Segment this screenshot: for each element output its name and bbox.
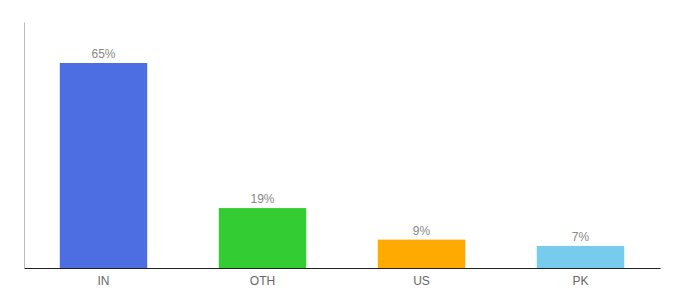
data-label: 9% <box>413 224 431 238</box>
x-axis: IN OTH US PK <box>25 268 661 288</box>
data-label: 7% <box>572 230 590 244</box>
x-tick: PK <box>572 268 588 288</box>
x-tick-label: US <box>413 274 430 288</box>
y-axis-line <box>24 23 25 269</box>
bar <box>60 63 147 268</box>
x-tick: IN <box>98 268 110 288</box>
chart: IN OTH US PK 65% 19% 9% 7% <box>0 0 680 300</box>
x-tick-label: PK <box>572 274 588 288</box>
x-tick-label: IN <box>98 274 110 288</box>
x-tick-label: OTH <box>250 274 275 288</box>
y-axis <box>24 23 25 269</box>
x-tick: OTH <box>250 268 275 288</box>
data-labels: 65% 19% 9% 7% <box>91 47 589 244</box>
bar <box>219 208 306 268</box>
x-tick: US <box>413 268 430 288</box>
plot: IN OTH US PK 65% 19% 9% 7% <box>25 23 661 288</box>
bars <box>60 63 624 268</box>
data-label: 19% <box>250 192 274 206</box>
x-axis-line <box>25 268 661 269</box>
bar <box>537 246 624 268</box>
bar <box>378 240 465 268</box>
data-label: 65% <box>91 47 115 61</box>
